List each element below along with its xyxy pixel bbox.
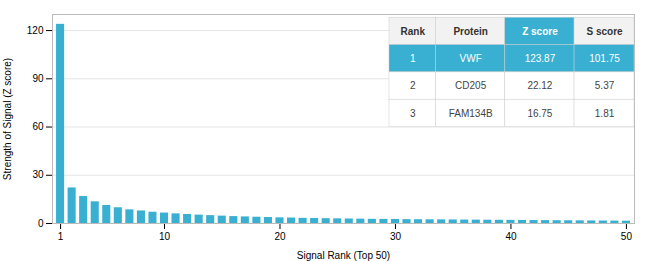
svg-text:FAM134B: FAM134B	[449, 108, 493, 119]
svg-text:60: 60	[32, 121, 44, 132]
svg-text:40: 40	[505, 231, 517, 242]
svg-text:Signal Rank (Top 50): Signal Rank (Top 50)	[297, 250, 390, 261]
svg-text:CD205: CD205	[455, 80, 487, 91]
svg-text:120: 120	[27, 25, 44, 36]
svg-text:3: 3	[410, 108, 416, 119]
svg-text:10: 10	[159, 231, 171, 242]
svg-text:123.87: 123.87	[525, 53, 556, 64]
svg-text:Strength of Signal (Z score): Strength of Signal (Z score)	[2, 58, 13, 180]
svg-text:S score: S score	[586, 26, 623, 37]
svg-text:1: 1	[58, 231, 64, 242]
svg-text:101.75: 101.75	[589, 53, 620, 64]
svg-text:5.37: 5.37	[595, 80, 615, 91]
svg-text:22.12: 22.12	[527, 80, 552, 91]
svg-text:90: 90	[32, 73, 44, 84]
svg-text:Rank: Rank	[401, 26, 426, 37]
svg-text:Protein: Protein	[453, 26, 487, 37]
svg-text:VWF: VWF	[460, 53, 482, 64]
svg-text:1.81: 1.81	[595, 108, 615, 119]
svg-text:30: 30	[32, 169, 44, 180]
svg-text:30: 30	[390, 231, 402, 242]
svg-text:20: 20	[274, 231, 286, 242]
svg-text:Z score: Z score	[522, 26, 558, 37]
svg-text:2: 2	[410, 80, 416, 91]
svg-text:16.75: 16.75	[527, 108, 552, 119]
svg-text:0: 0	[38, 218, 44, 229]
svg-text:1: 1	[410, 53, 416, 64]
svg-text:50: 50	[621, 231, 633, 242]
